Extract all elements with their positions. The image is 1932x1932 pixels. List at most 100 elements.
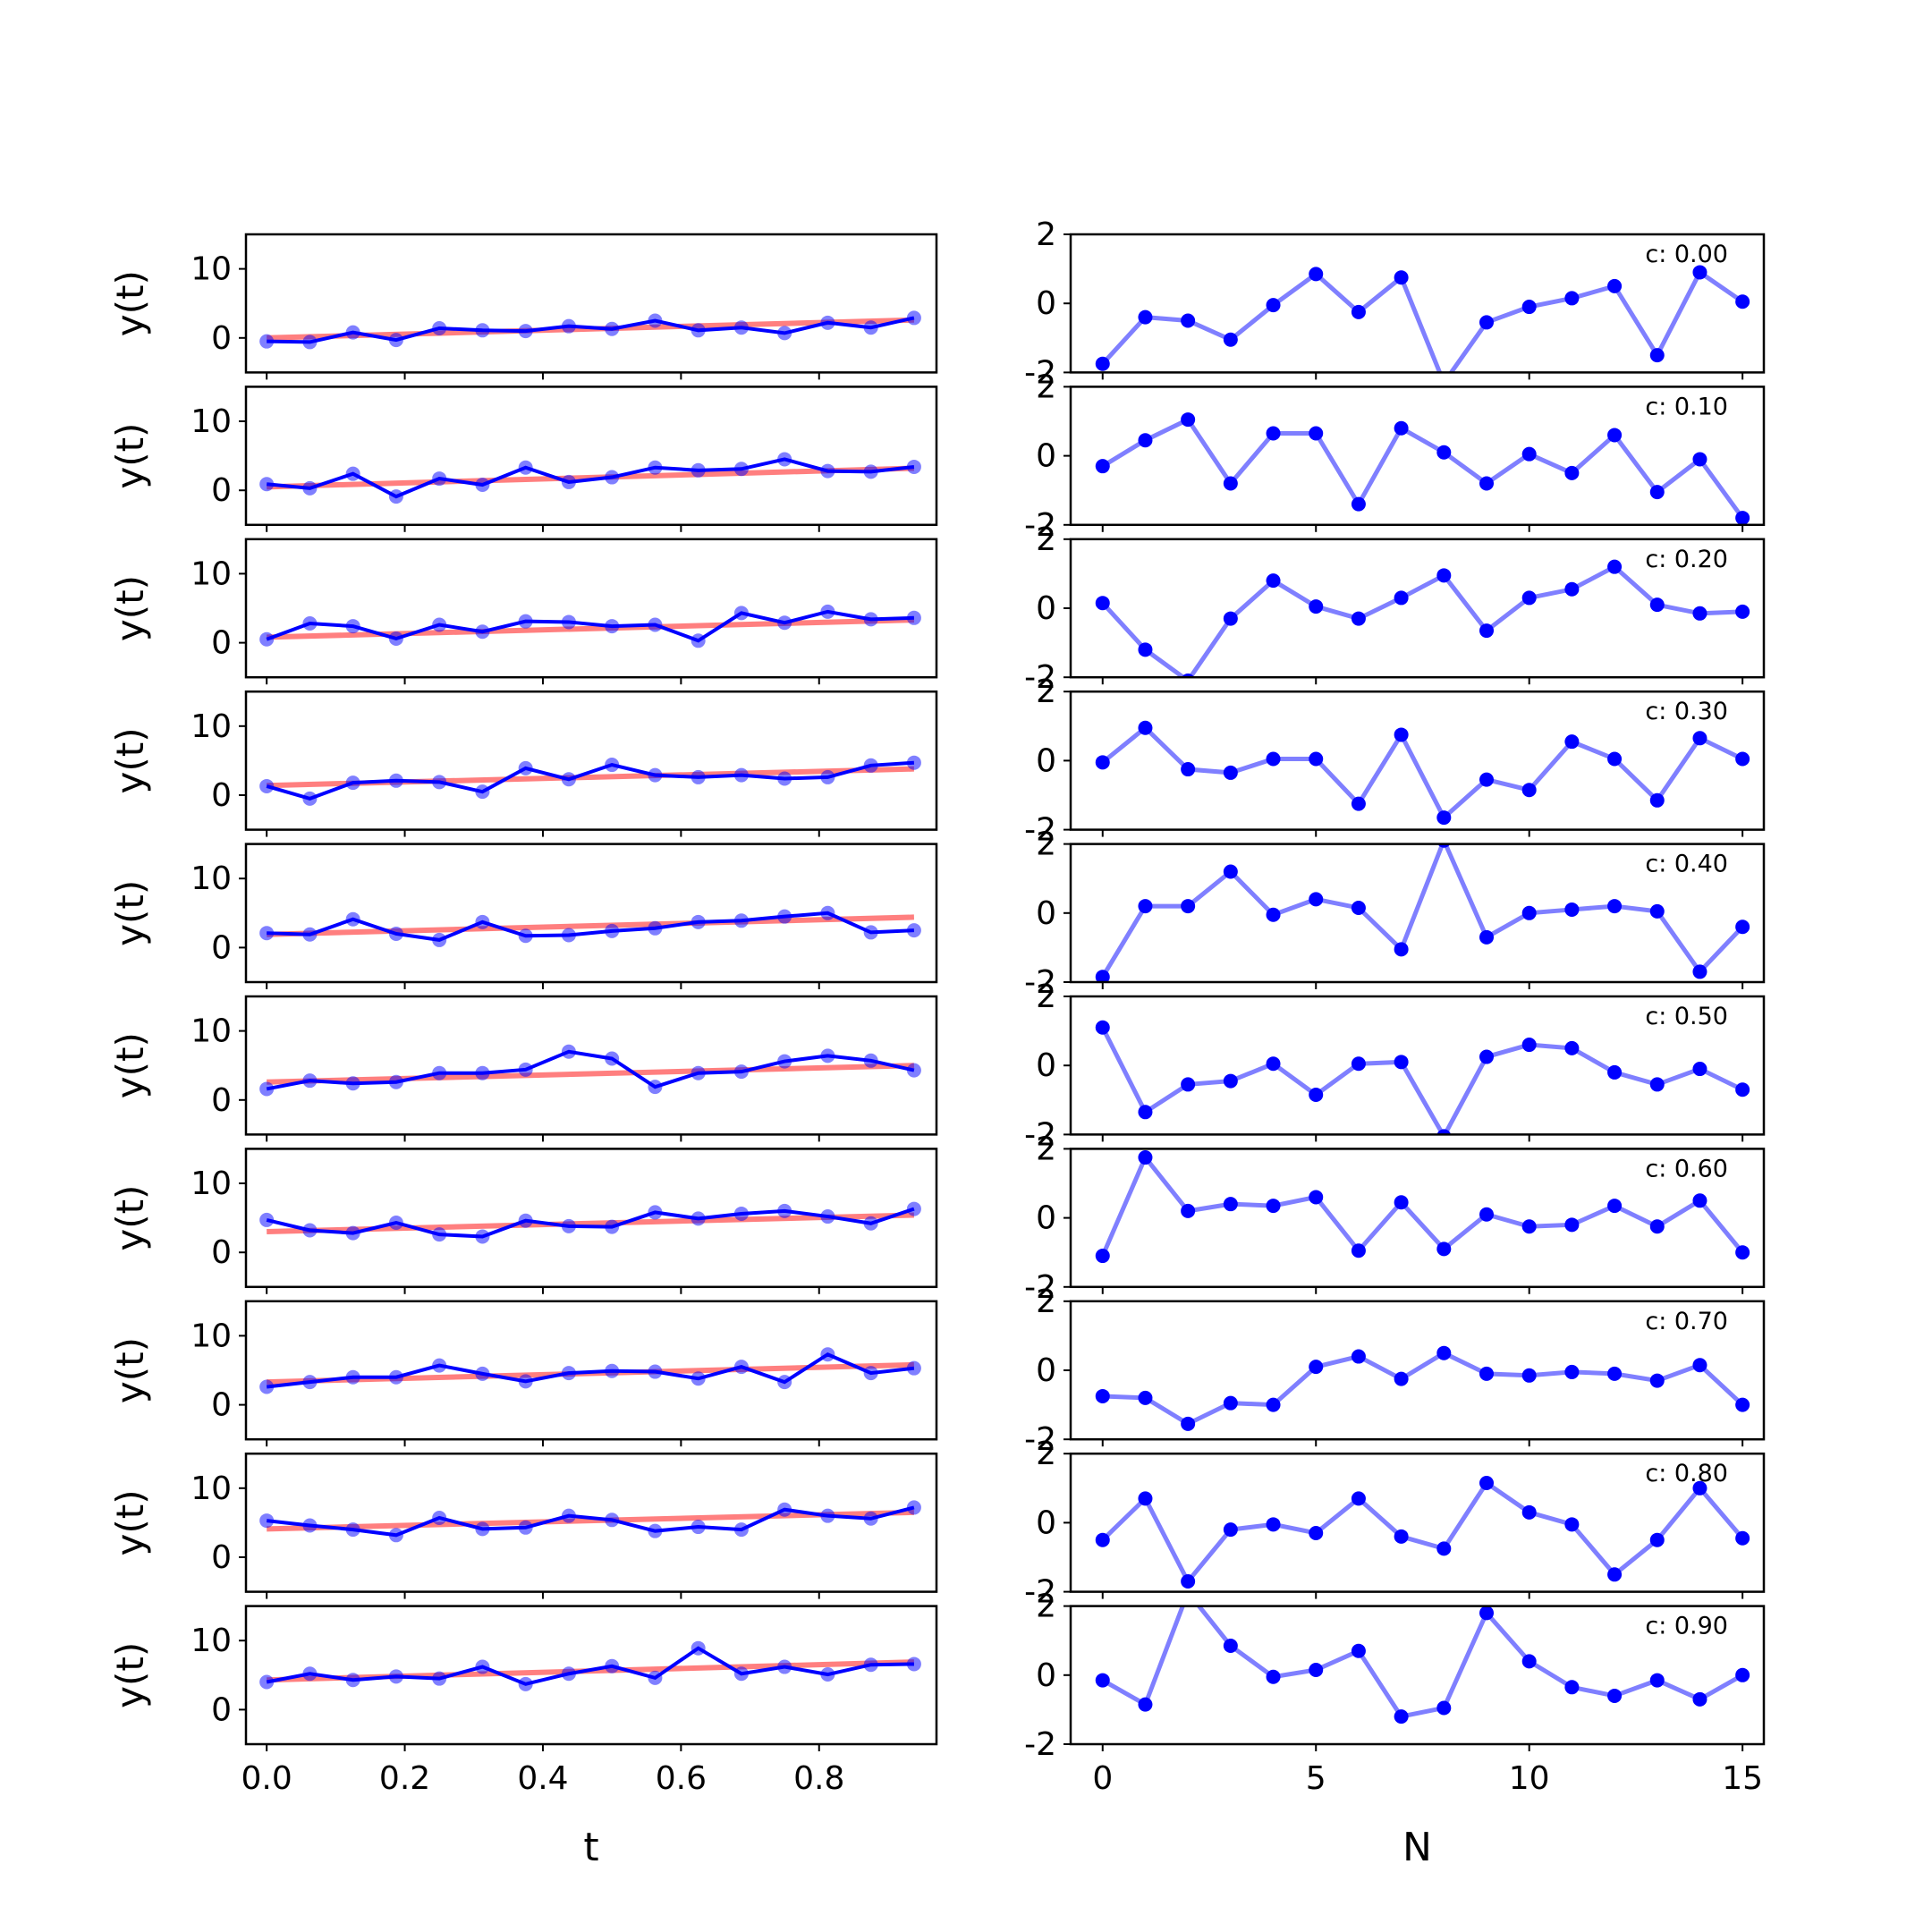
y-tick-label: -2: [1024, 1421, 1056, 1458]
noise-point: [1394, 1529, 1409, 1544]
data-point: [259, 631, 275, 647]
data-point: [302, 1223, 318, 1238]
data-point: [820, 1209, 835, 1224]
data-point: [863, 925, 878, 940]
data-point: [691, 1371, 706, 1386]
y-tick-label: 2: [1036, 826, 1056, 863]
y-tick-label: -2: [1024, 659, 1056, 696]
noise-point: [1266, 751, 1281, 767]
data-point: [388, 1528, 403, 1543]
panel-caption: c: 0.80: [1645, 1460, 1728, 1487]
left-panel-3: 0 10 y(t): [108, 690, 938, 837]
data-point: [820, 315, 835, 330]
noise-point: [1138, 642, 1153, 657]
y-tick-label: 0: [1036, 1200, 1056, 1237]
noise-point: [1521, 1654, 1537, 1669]
y-tick-label: -2: [1024, 1269, 1056, 1306]
y-tick-label: 0: [211, 1082, 232, 1119]
y-tick-label: 0: [211, 1234, 232, 1271]
data-point: [345, 911, 360, 927]
data-point: [518, 1676, 533, 1691]
noise-point: [1309, 267, 1324, 282]
noise-line: [1101, 1479, 1745, 1586]
data-point: [733, 1064, 749, 1080]
noise-point: [1692, 265, 1707, 280]
right-panel-6: -2 0 2 c: 0.60: [1024, 1131, 1766, 1306]
data-point: [345, 1225, 360, 1241]
noise-point: [1607, 559, 1623, 574]
data-point: [345, 1673, 360, 1688]
noise-point: [1309, 426, 1324, 441]
data-point: [691, 633, 706, 648]
noise-point: [1266, 907, 1281, 922]
data-point: [518, 760, 533, 775]
noise-point: [1181, 412, 1196, 428]
y-tick-label: 10: [191, 1165, 232, 1202]
data-point: [475, 323, 490, 338]
data-point: [432, 320, 447, 335]
data-point: [388, 773, 403, 788]
data-point: [605, 1363, 620, 1378]
data-point: [648, 460, 663, 475]
y-tick-label: 10: [191, 555, 232, 592]
noise-point: [1521, 783, 1537, 798]
left-plot-area: [259, 604, 921, 648]
data-point: [518, 1213, 533, 1228]
data-point: [302, 1375, 318, 1390]
data-line: [266, 1049, 915, 1091]
noise-point: [1266, 1517, 1281, 1532]
noise-point: [1394, 420, 1409, 436]
noise-point: [1607, 278, 1623, 293]
data-point: [733, 320, 749, 335]
noise-point: [1436, 1345, 1452, 1360]
left-plot-area: [259, 1640, 921, 1691]
data-point: [605, 923, 620, 938]
data-point: [302, 1518, 318, 1533]
noise-point: [1223, 765, 1238, 780]
data-point: [648, 1670, 663, 1685]
noise-point: [1607, 1199, 1623, 1214]
noise-point: [1266, 573, 1281, 589]
left-axes-frame: [244, 538, 938, 679]
noise-point: [1351, 496, 1366, 512]
data-point: [863, 464, 878, 479]
y-tick-label: 0: [1036, 742, 1056, 779]
left-axes-frame: [244, 1148, 938, 1289]
data-point: [388, 333, 403, 348]
right-panel-4: -2 0 2 c: 0.40: [1024, 826, 1766, 1001]
data-point: [648, 313, 663, 328]
data-point: [605, 758, 620, 773]
data-point: [733, 606, 749, 621]
noise-point: [1436, 445, 1452, 460]
noise-point: [1692, 964, 1707, 979]
left-plot-area: [259, 1201, 921, 1244]
data-point: [691, 914, 706, 929]
left-panel-1: 0 10 y(t): [108, 386, 938, 532]
noise-point: [1181, 1077, 1196, 1092]
data-point: [605, 470, 620, 485]
noise-line: [1101, 1606, 1744, 1719]
panel-caption: c: 0.90: [1645, 1613, 1728, 1640]
data-point: [259, 1081, 275, 1097]
noise-point: [1607, 751, 1623, 767]
data-point: [345, 619, 360, 634]
noise-point: [1735, 1245, 1750, 1260]
noise-point: [1735, 604, 1750, 619]
data-line: [267, 911, 915, 942]
x-tick-label: 0: [1092, 1760, 1113, 1797]
data-point: [302, 1073, 318, 1089]
data-point: [302, 791, 318, 806]
left-plot-area: [259, 1347, 921, 1394]
left-axes-frame: [244, 1300, 938, 1441]
data-point: [820, 905, 835, 920]
noise-point: [1351, 1643, 1366, 1658]
data-point: [863, 1366, 878, 1381]
data-point: [302, 335, 318, 350]
noise-point: [1649, 1373, 1665, 1388]
noise-point: [1223, 476, 1238, 491]
data-point: [777, 1502, 792, 1517]
noise-point: [1351, 796, 1366, 811]
data-point: [432, 775, 447, 790]
noise-point: [1479, 1606, 1494, 1621]
noise-point: [1521, 1504, 1537, 1520]
